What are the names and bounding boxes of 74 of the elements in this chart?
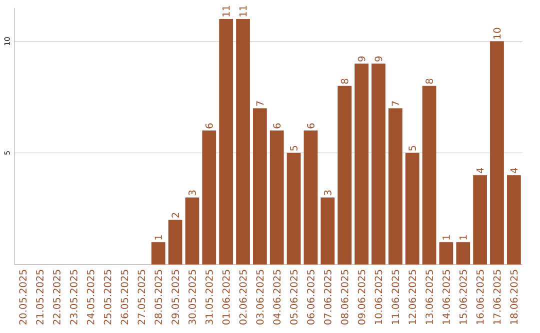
x-tick-label: 14.06.2025 — [442, 270, 450, 324]
x-tick-label: 26.05.2025 — [120, 270, 128, 324]
data-label: 3 — [324, 190, 332, 196]
data-label: 8 — [426, 78, 433, 84]
x-tick-label: 24.05.2025 — [86, 270, 94, 324]
x-tick-label: 17.06.2025 — [493, 270, 501, 324]
bar — [286, 152, 301, 264]
data-label: 6 — [205, 123, 213, 128]
x-tick-label: 28.05.2025 — [154, 270, 162, 324]
data-label: 1 — [154, 235, 162, 240]
data-label: 9 — [374, 56, 382, 62]
x-tick-label: 25.05.2025 — [104, 270, 112, 324]
x-tick-label: 31.05.2025 — [205, 270, 213, 324]
x-tick-label: 06.06.2025 — [307, 270, 314, 324]
data-label: 8 — [340, 78, 348, 84]
data-label: 9 — [358, 56, 366, 62]
x-tick-label: 16.06.2025 — [476, 270, 484, 324]
x-tick-label: 29.05.2025 — [172, 270, 179, 324]
x-tick-label: 23.05.2025 — [70, 270, 78, 324]
bar — [320, 198, 335, 264]
bar — [168, 220, 182, 264]
bar — [456, 242, 470, 264]
bar — [338, 86, 352, 264]
x-tick-label: 09.06.2025 — [358, 270, 366, 324]
data-label: 7 — [392, 101, 399, 106]
data-label: 5 — [290, 146, 298, 151]
bar — [202, 130, 216, 264]
bar — [354, 64, 368, 264]
x-tick-label: 11.06.2025 — [392, 270, 400, 324]
data-label: 10 — [493, 28, 501, 39]
x-tick-label: 04.06.2025 — [273, 270, 281, 324]
x-tick-label: 20.05.2025 — [19, 270, 27, 324]
data-label: 1 — [442, 235, 450, 240]
x-tick-label: 12.06.2025 — [408, 270, 416, 324]
x-tick-label: 18.06.2025 — [510, 270, 518, 324]
data-label: 5 — [408, 146, 416, 151]
data-label: 2 — [172, 213, 179, 218]
data-label: 7 — [256, 101, 264, 106]
data-label: 6 — [307, 123, 314, 128]
data-label: 1 — [460, 235, 467, 240]
bar — [236, 18, 250, 264]
x-tick-label: 07.06.2025 — [324, 270, 332, 324]
x-tick-label: 08.06.2025 — [340, 270, 348, 324]
bar — [219, 18, 234, 264]
bar — [372, 64, 386, 264]
bar — [422, 86, 436, 264]
data-label: 11 — [239, 6, 247, 16]
bar — [388, 108, 402, 264]
x-tick-label: 01.06.2025 — [222, 270, 230, 324]
data-label: 11 — [222, 6, 230, 16]
data-label: 4 — [476, 168, 484, 174]
data-label: 6 — [273, 123, 281, 128]
data-label: 3 — [188, 190, 196, 196]
x-tick-label: 21.05.2025 — [36, 270, 44, 324]
x-tick-label: 30.05.2025 — [188, 270, 196, 324]
bar — [185, 198, 200, 264]
x-tick-label: 22.05.2025 — [53, 270, 60, 324]
x-tick-label: 13.06.2025 — [426, 270, 433, 324]
bar — [405, 152, 420, 264]
x-tick-label: 27.05.2025 — [138, 270, 146, 324]
bar — [304, 130, 318, 264]
data-label: 4 — [510, 168, 518, 174]
x-tick-label: 02.06.2025 — [239, 270, 247, 324]
bar — [252, 108, 267, 264]
x-tick-label: 03.06.2025 — [256, 270, 264, 324]
bar — [151, 242, 166, 264]
x-tick-label: 05.06.2025 — [290, 270, 298, 324]
x-tick-label: 15.06.2025 — [459, 270, 467, 324]
bar — [439, 242, 454, 264]
bar — [506, 175, 521, 264]
x-tick-label: 10.06.2025 — [374, 270, 382, 324]
bar — [473, 175, 488, 264]
bar — [270, 130, 284, 264]
bar — [490, 41, 504, 264]
